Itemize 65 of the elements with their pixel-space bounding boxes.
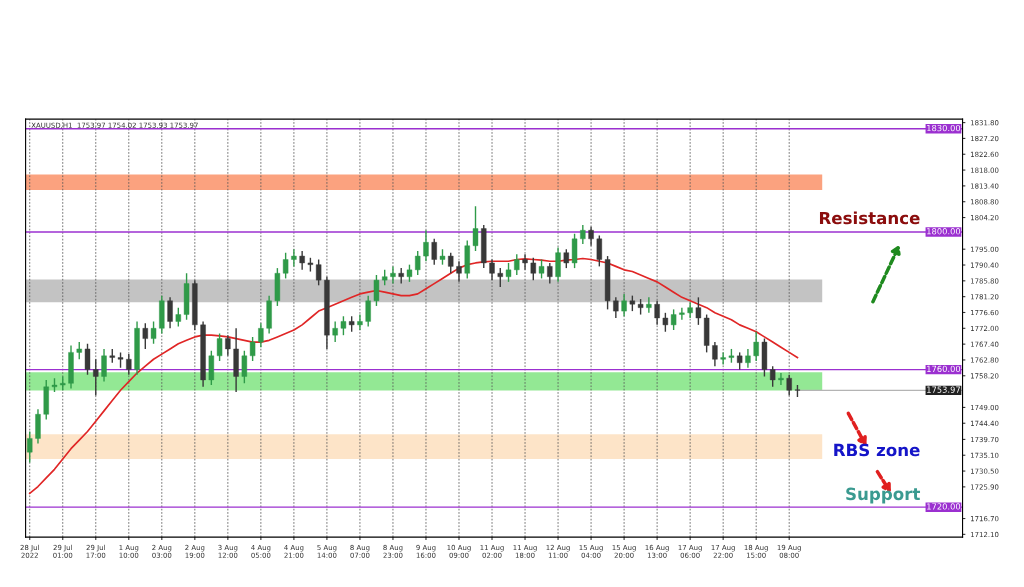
text: RBS zone <box>834 443 920 457</box>
candlestick <box>315 258 322 287</box>
candlestick <box>415 250 421 276</box>
candlestick <box>249 336 256 362</box>
candlestick <box>695 296 702 326</box>
candlestick <box>456 260 462 283</box>
candlestick <box>770 365 776 388</box>
ref-line-label: 1720.00 <box>927 503 961 510</box>
candlestick <box>753 331 759 362</box>
candlestick <box>150 320 157 345</box>
candlestick <box>175 306 182 328</box>
candlestick <box>563 248 569 269</box>
candlestick <box>670 308 677 331</box>
candlestick <box>778 372 784 386</box>
candlestick <box>514 253 520 276</box>
candlestick <box>84 343 91 376</box>
candlestick <box>720 351 726 366</box>
candlestick <box>27 430 33 464</box>
candlestick <box>357 313 363 331</box>
candlestick <box>588 226 594 247</box>
text: Resistance <box>819 211 920 225</box>
candlestick <box>225 334 231 357</box>
candlestick <box>299 250 305 271</box>
candlestick <box>497 267 503 288</box>
candlestick <box>291 248 297 268</box>
candlestick <box>258 322 264 348</box>
candlestick <box>241 349 248 385</box>
ref-line-label: 1753.97 <box>927 386 960 393</box>
text: Support <box>846 487 921 504</box>
candlestick <box>365 294 371 328</box>
candlestick <box>126 353 132 376</box>
candlestick <box>538 258 545 280</box>
candlestick <box>423 229 429 262</box>
ref-line-label: 1800.00 <box>927 228 961 235</box>
candlestick <box>679 306 685 321</box>
candlestick <box>786 374 792 397</box>
candlestick <box>654 300 660 326</box>
ref-line-label: 1830.00 <box>927 124 961 132</box>
candlestick <box>646 296 652 314</box>
candlestick <box>662 312 669 333</box>
candlestick <box>373 274 380 307</box>
candlestick <box>282 251 289 280</box>
candlestick <box>167 296 173 329</box>
candlestick <box>431 238 437 266</box>
candlestick <box>448 251 454 274</box>
candlestick <box>340 315 347 336</box>
candlestick <box>580 224 586 245</box>
candlestick <box>216 332 223 362</box>
candlestick <box>745 348 751 369</box>
candlestick <box>101 348 107 383</box>
ref-line-label: 1760.00 <box>927 365 961 372</box>
candlestick <box>390 265 396 285</box>
candlestick <box>613 296 619 319</box>
candlestick <box>530 257 536 281</box>
candlestick <box>596 234 603 268</box>
candlestick <box>621 293 627 317</box>
candlestick <box>142 322 148 350</box>
candlestick <box>489 258 495 281</box>
candlestick <box>505 262 512 283</box>
candlestick <box>547 262 553 285</box>
candlestick <box>522 253 528 271</box>
candlestick <box>712 341 718 367</box>
candlestick <box>472 205 479 252</box>
candlestick <box>332 320 338 343</box>
candlestick <box>93 358 99 397</box>
